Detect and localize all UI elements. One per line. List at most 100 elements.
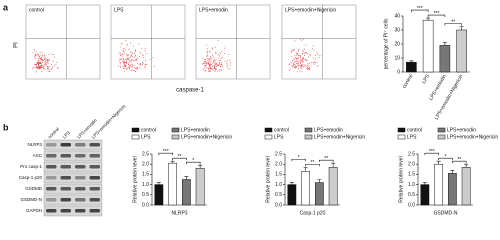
significance-bracket — [186, 161, 201, 165]
event-dot — [308, 63, 310, 65]
panel-label: b — [3, 122, 9, 132]
event-dot — [302, 49, 304, 51]
event-dot — [118, 52, 120, 54]
y-tick-label: 1.5 — [142, 172, 149, 178]
event-dot — [313, 49, 315, 51]
blot-band — [60, 176, 71, 180]
event-dot — [221, 63, 222, 65]
event-dot — [48, 59, 50, 61]
event-dot — [220, 61, 222, 63]
event-dot — [202, 68, 204, 70]
event-dot — [298, 49, 300, 51]
blot-band — [89, 198, 100, 202]
event-dot — [210, 71, 211, 73]
event-dot — [41, 66, 43, 68]
event-dot — [212, 66, 214, 67]
event-dot — [143, 56, 145, 58]
error-bar — [436, 160, 441, 165]
event-dot — [43, 67, 44, 69]
legend-label: LPS+emodin — [314, 127, 343, 133]
event-dot — [208, 58, 210, 60]
event-dot — [121, 42, 123, 44]
y-axis-label: Relative protein level — [265, 156, 271, 202]
event-dot — [47, 60, 48, 62]
event-dot — [52, 66, 54, 68]
significance-bracket — [291, 158, 306, 162]
event-dot — [126, 45, 128, 47]
event-dot — [215, 62, 217, 64]
event-dot — [294, 55, 296, 57]
blot-row-label: Casp-1 p20 — [19, 175, 43, 180]
event-dot — [51, 53, 53, 55]
event-dot — [204, 60, 206, 62]
event-dot — [307, 67, 309, 69]
flow-x-label: caspase-1 — [176, 88, 204, 94]
event-dot — [307, 66, 309, 68]
event-dot — [32, 66, 34, 68]
event-dot — [42, 65, 44, 67]
event-dot — [34, 66, 36, 68]
event-dot — [43, 59, 44, 61]
legend-label: LPS — [274, 134, 284, 140]
event-dot — [311, 61, 312, 63]
blot-band — [89, 176, 100, 180]
event-dot — [47, 62, 49, 64]
flow-plot-title: LPS — [114, 7, 124, 13]
flow-y-label: PI — [14, 42, 20, 48]
event-dot — [307, 53, 309, 55]
event-dot — [123, 57, 124, 59]
event-dot — [205, 62, 207, 64]
event-dot — [295, 66, 297, 68]
event-dot — [38, 68, 40, 70]
event-dot — [295, 64, 297, 66]
event-dot — [291, 66, 293, 68]
event-dot — [129, 66, 130, 68]
event-dot — [300, 62, 301, 64]
event-dot — [32, 52, 34, 54]
y-tick-label: 1.0 — [275, 182, 282, 188]
event-dot — [41, 59, 43, 61]
event-dot — [318, 56, 320, 58]
y-tick-label: 30 — [394, 27, 400, 33]
event-dot — [39, 62, 40, 64]
legend-label: LPS+emodin — [447, 127, 476, 133]
event-dot — [298, 64, 300, 66]
event-dot — [132, 60, 134, 62]
event-dot — [218, 55, 220, 57]
event-dot — [52, 60, 54, 62]
event-dot — [127, 55, 128, 57]
blot-band — [89, 209, 100, 213]
event-dot — [294, 40, 296, 42]
event-dot — [305, 59, 307, 61]
legend-swatch — [397, 134, 406, 140]
event-dot — [40, 64, 42, 66]
event-dot — [221, 58, 223, 59]
event-dot — [205, 61, 207, 63]
error-bar — [170, 160, 175, 164]
event-dot — [124, 48, 126, 50]
event-dot — [48, 54, 50, 56]
event-dot — [40, 67, 42, 69]
event-dot — [291, 60, 293, 62]
event-dot — [37, 65, 39, 66]
flow-plot-frame — [281, 4, 357, 80]
event-dot — [214, 69, 216, 71]
event-dot — [141, 61, 143, 63]
significance-bracket — [438, 157, 453, 161]
event-dot — [301, 71, 303, 73]
event-dot — [39, 62, 41, 63]
event-dot — [51, 64, 52, 65]
event-dot — [135, 68, 137, 70]
event-dot — [124, 66, 126, 68]
event-dot — [134, 66, 136, 68]
event-dot — [118, 65, 119, 67]
legend-label: LPS+emodin+Nigericin — [314, 134, 365, 140]
event-dot — [214, 59, 216, 61]
blot-band — [46, 176, 57, 180]
event-dot — [316, 62, 318, 63]
event-dot — [304, 58, 306, 60]
blot-band — [46, 165, 57, 169]
y-tick-label: 0.5 — [275, 192, 282, 198]
event-dot — [209, 51, 211, 53]
event-dot — [306, 65, 308, 67]
